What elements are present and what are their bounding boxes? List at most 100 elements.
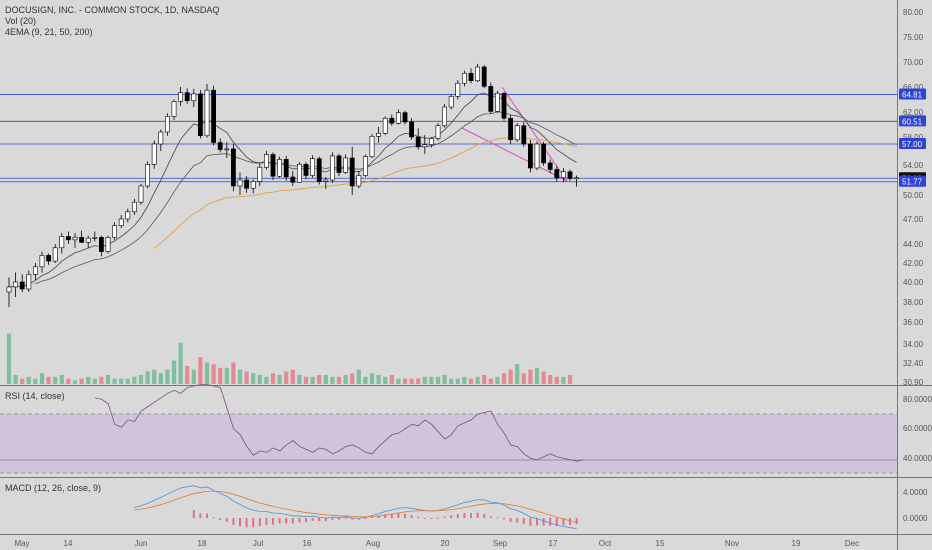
volume-bar: [46, 376, 51, 384]
volume-bar: [20, 378, 25, 384]
volume-bar: [442, 375, 447, 384]
macd-histogram-bar: [384, 514, 387, 518]
candle-body: [125, 211, 131, 220]
macd-histogram-bar: [404, 513, 406, 518]
volume-bar: [119, 378, 124, 384]
price-tick-label: 80.00: [903, 8, 924, 17]
macd-histogram-bar: [503, 518, 505, 520]
volume-bar: [369, 373, 375, 384]
macd-lines: [134, 485, 578, 529]
volume-bar: [567, 375, 573, 384]
candle-body: [19, 281, 25, 290]
time-tick-label: 20: [441, 539, 450, 548]
macd-histogram-bar: [410, 515, 413, 518]
price-tick-label: 40.00: [903, 278, 924, 287]
volume-bar: [501, 373, 507, 384]
candle-body: [395, 112, 401, 124]
time-tick-label: Jun: [135, 539, 148, 548]
volume-bar: [330, 376, 335, 384]
volume-bar: [251, 373, 256, 384]
volume-bar: [99, 376, 104, 384]
time-tick-label: Nov: [725, 539, 739, 548]
macd-histogram-bar: [536, 518, 538, 526]
price-tick-label: 70.00: [903, 58, 924, 67]
candle-body: [290, 176, 296, 183]
candle-body: [547, 162, 553, 170]
vol-indicator-label: Vol (20): [5, 16, 36, 26]
rsi-indicator-label: RSI (14, close): [5, 391, 65, 401]
macd-histogram-bar: [364, 518, 367, 519]
candle-body: [178, 92, 183, 102]
volume-bar: [132, 376, 137, 384]
price-tick-label: 36.00: [903, 318, 924, 327]
candle-body: [263, 154, 269, 168]
candle-body: [112, 225, 117, 238]
candle-body: [501, 92, 507, 119]
volume-bar: [59, 375, 64, 384]
candle-body: [198, 93, 203, 137]
volume-bar: [363, 376, 368, 384]
candle-body: [442, 106, 447, 127]
volume-bar: [13, 375, 18, 384]
macd-histogram-bar: [575, 518, 578, 525]
volume-bar: [528, 369, 533, 384]
candle-body: [435, 125, 441, 139]
volume-bar: [26, 376, 31, 384]
macd-histogram-bar: [476, 512, 479, 518]
macd-pane[interactable]: [0, 478, 897, 534]
price-level-label: 51.77: [902, 178, 923, 187]
macd-histogram-bar: [450, 515, 453, 518]
price-tick-label: 62.00: [903, 108, 924, 117]
price-tick-label: 38.00: [903, 298, 924, 307]
price-pane[interactable]: [0, 0, 897, 385]
rsi-line: [94, 384, 584, 462]
time-tick-label: 18: [198, 539, 207, 548]
candle-body: [66, 236, 71, 241]
candle-body: [72, 237, 78, 241]
volume-bar: [482, 375, 487, 384]
macd-histogram-bar: [489, 516, 492, 518]
candle-body: [448, 96, 454, 108]
volume-bar: [350, 373, 355, 384]
volume-bar: [323, 375, 328, 384]
price-level-label: 60.51: [902, 117, 923, 126]
volume-bar: [145, 371, 150, 384]
candle-body: [158, 131, 164, 145]
macd-histogram-bar: [192, 509, 195, 518]
volume-bar: [53, 376, 58, 384]
price-tick-labels: 80.00 75.00 70.00 66.00 62.00 58.00 54.00 50.00…: [903, 8, 924, 387]
candle-body: [105, 237, 111, 252]
candle-body: [52, 247, 58, 262]
volume-bar: [297, 375, 302, 384]
volume-bar: [218, 367, 223, 384]
macd-histogram-bar: [239, 518, 241, 527]
candle-body: [554, 169, 560, 179]
volume-bar: [39, 373, 45, 384]
candle-body: [389, 117, 395, 124]
macd-histogram-bar: [483, 514, 486, 518]
volume-bar: [508, 369, 513, 384]
candle-body: [428, 138, 434, 145]
candle-body: [541, 143, 546, 164]
volume-bar: [416, 378, 421, 384]
macd-histogram-bar: [509, 518, 512, 522]
macd-histogram-bar: [291, 518, 294, 524]
macd-histogram-bar: [258, 518, 261, 527]
volume-bar: [112, 378, 117, 384]
macd-histogram-bar: [245, 518, 248, 528]
time-tick-label: Oct: [599, 539, 612, 548]
volume-bar: [178, 342, 183, 384]
volume-bar: [488, 378, 493, 384]
volume-bar: [185, 366, 190, 384]
macd-histogram-bar: [463, 512, 466, 518]
time-tick-labels: May 14 Jun 18 Jul 16 Aug 20 Sep 17 Oct 15 Nov 19 Dec: [14, 539, 859, 548]
candle-body: [455, 82, 461, 97]
candle-body: [204, 89, 210, 137]
volume-bar: [191, 369, 196, 384]
candle-body: [118, 218, 124, 226]
macd-histogram-bar: [357, 518, 360, 520]
candle-body: [283, 159, 289, 178]
candle-body: [244, 179, 249, 189]
